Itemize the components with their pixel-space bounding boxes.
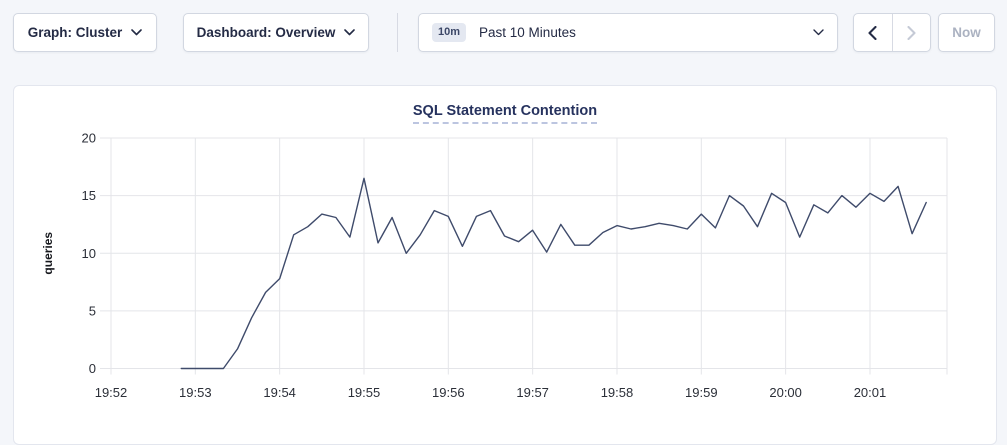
graph-dropdown[interactable]: Graph: Cluster bbox=[13, 13, 157, 52]
x-axis-tick-label: 20:01 bbox=[854, 385, 887, 400]
x-axis-tick-label: 19:58 bbox=[601, 385, 634, 400]
y-axis-tick-label: 5 bbox=[89, 303, 96, 318]
x-axis-tick-label: 19:59 bbox=[685, 385, 718, 400]
time-range-label: Past 10 Minutes bbox=[479, 25, 576, 40]
contention-chart: 0 5 10 15 20 19:52 19:53 19:54 19:55 19:56 19:57 19… bbox=[41, 131, 948, 400]
y-axis-tick-label: 10 bbox=[82, 246, 96, 261]
time-range-badge: 10m bbox=[432, 23, 467, 42]
chevron-down-icon bbox=[131, 29, 143, 36]
y-axis-tick-label: 0 bbox=[89, 361, 96, 376]
dashboard-dropdown-label: Dashboard: Overview bbox=[196, 25, 336, 40]
dashboard-dropdown[interactable]: Dashboard: Overview bbox=[183, 13, 369, 52]
x-axis-tick-label: 19:56 bbox=[432, 385, 465, 400]
graph-dropdown-label: Graph: Cluster bbox=[27, 25, 123, 40]
x-axis-tick-label: 19:54 bbox=[263, 385, 296, 400]
chevron-down-icon bbox=[344, 29, 356, 36]
chevron-right-icon bbox=[907, 25, 916, 40]
chevron-down-icon bbox=[813, 29, 824, 36]
x-axis-tick-label: 19:55 bbox=[348, 385, 381, 400]
x-axis-tick-label: 19:57 bbox=[516, 385, 549, 400]
series-line-queries bbox=[180, 177, 927, 370]
x-axis-tick-label: 19:52 bbox=[95, 385, 128, 400]
time-nav-group bbox=[853, 13, 931, 52]
next-time-button[interactable] bbox=[893, 14, 931, 51]
toolbar-divider bbox=[397, 13, 398, 52]
x-axis-tick-label: 20:00 bbox=[769, 385, 802, 400]
time-range-picker[interactable]: 10m Past 10 Minutes bbox=[418, 13, 838, 52]
y-axis-tick-label: 20 bbox=[82, 131, 96, 146]
chart-title[interactable]: SQL Statement Contention bbox=[412, 103, 598, 124]
chart-card: SQL Statement Contention bbox=[13, 85, 997, 445]
y-axis-title: queries bbox=[41, 232, 55, 275]
now-button-label: Now bbox=[952, 25, 981, 40]
y-axis-tick-label: 15 bbox=[82, 188, 96, 203]
prev-time-button[interactable] bbox=[854, 14, 893, 51]
chevron-left-icon bbox=[868, 25, 877, 40]
x-axis-tick-label: 19:53 bbox=[179, 385, 212, 400]
chart-title-row: SQL Statement Contention bbox=[14, 102, 996, 124]
now-button[interactable]: Now bbox=[938, 13, 995, 52]
